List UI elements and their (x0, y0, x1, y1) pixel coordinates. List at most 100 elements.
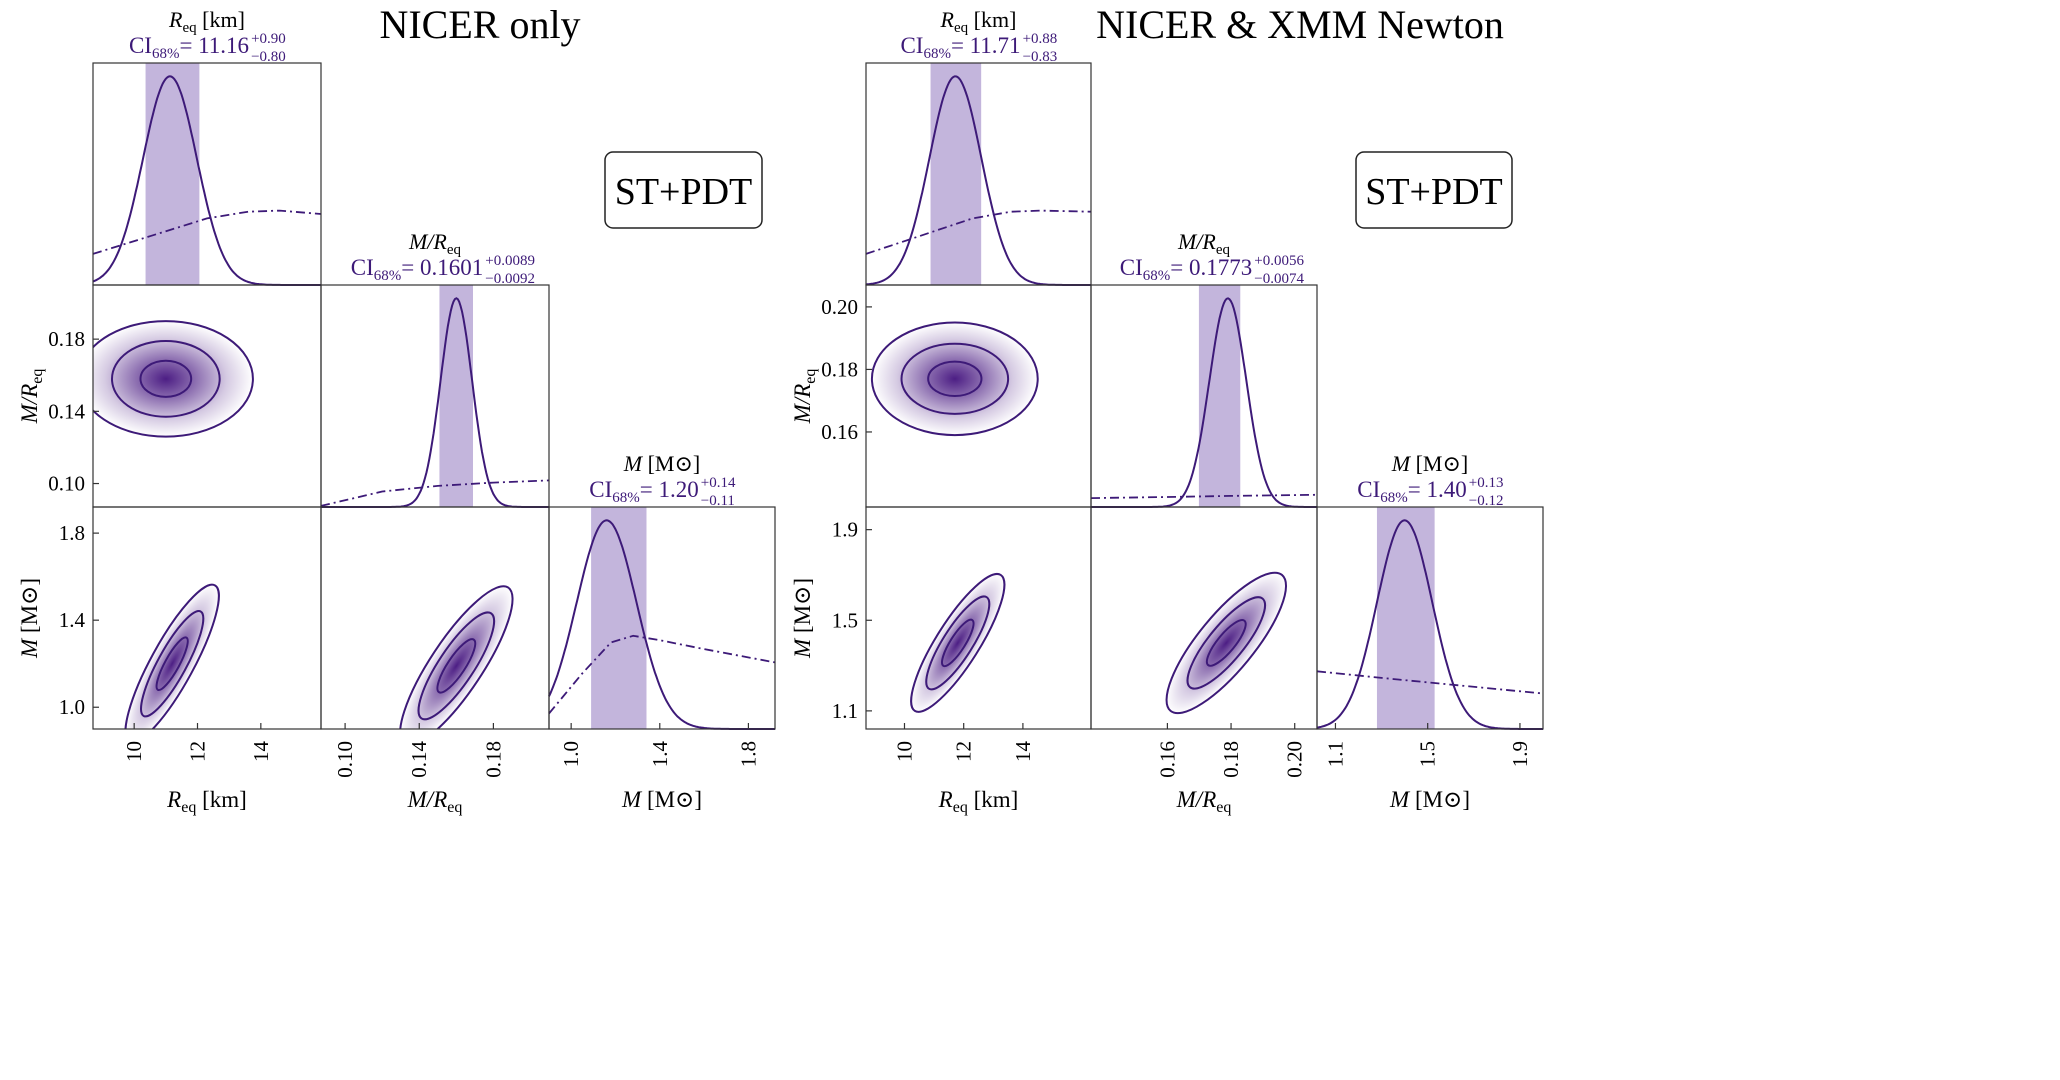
param-header-req: Req [km] (168, 7, 245, 36)
contour-level-2 (140, 610, 205, 718)
x-tick-label-req: 12 (952, 741, 976, 762)
joint-panel-compactness-mass (1090, 506, 1318, 730)
y-tick-label-compactness: 0.16 (821, 420, 858, 444)
x-tick-label-mass: 1.4 (648, 741, 672, 768)
marginal-frame-req (92, 62, 322, 286)
x-tick-label-mass: 1.1 (1323, 741, 1347, 767)
contour-level-1 (1205, 619, 1247, 667)
ci68-label-mass: CI68%= 1.40 (1357, 477, 1466, 506)
y-axis-label-mass: M [M⊙] (790, 578, 815, 659)
marginal-frame-compactness (320, 284, 550, 508)
y-tick-label-mass: 1.8 (59, 521, 85, 545)
contour-level-3 (870, 321, 1039, 437)
density-fill (1166, 572, 1287, 714)
x-tick-label-mass: 1.0 (559, 741, 583, 767)
posterior-curve-req (92, 75, 321, 286)
x-tick-label-req: 10 (122, 741, 146, 762)
y-tick-label-compactness: 0.18 (821, 357, 858, 381)
contour-level-2 (900, 342, 1010, 415)
ci68-label-req: CI68%= 11.16 (129, 33, 249, 62)
x-tick-label-mass: 1.5 (1416, 741, 1440, 767)
density-fill (871, 322, 1038, 436)
y-axis-label-mass: M [M⊙] (17, 578, 42, 659)
ci68-plus-req: +0.90 (251, 31, 286, 47)
contour-level-2 (417, 611, 496, 721)
prior-curve-req (865, 209, 1092, 255)
prior-curve-mass (1316, 670, 1544, 695)
marginal-panel-req: Req [km]CI68%= 11.71 +0.88 −0.83 (865, 7, 1092, 286)
joint-frame (320, 506, 550, 730)
contour-level-1 (941, 618, 975, 668)
ci68-label-mass: CI68%= 1.20 (589, 477, 698, 506)
x-tick-label-compactness: 0.18 (481, 741, 505, 778)
y-axis-label-compactness: M/Req (17, 369, 46, 425)
posterior-curve-mass (548, 519, 775, 730)
ci68-minus-mass: −0.11 (701, 493, 735, 509)
x-tick-label-req: 14 (1011, 741, 1035, 763)
marginal-panel-mass: M [M⊙]CI68%= 1.20 +0.14 −0.11 (548, 451, 776, 730)
joint-panel-req-compactness (92, 284, 322, 508)
ci68-band-req (145, 63, 200, 285)
model-badge-box (604, 151, 763, 229)
ci68-label-compactness: CI68%= 0.1773 (1120, 255, 1252, 284)
ci68-plus-mass: +0.14 (701, 475, 736, 491)
posterior-curve-compactness (321, 297, 549, 508)
x-axis-label-mass: M [M⊙] (1389, 787, 1470, 812)
y-tick-label-compactness: 0.10 (48, 472, 85, 496)
x-tick-label-compactness: 0.10 (333, 741, 357, 778)
ci68-band-req (930, 63, 982, 285)
contour-level-3 (1165, 571, 1288, 715)
joint-panel-req-compactness (865, 284, 1092, 508)
contour-level-1 (155, 636, 189, 692)
ci68-plus-req: +0.88 (1023, 31, 1058, 47)
ci68-plus-mass: +0.13 (1469, 475, 1504, 491)
x-tick-label-compactness: 0.16 (1155, 741, 1179, 778)
ci68-minus-compactness: −0.0092 (485, 271, 535, 287)
param-header-req: Req [km] (940, 7, 1017, 36)
x-tick-label-mass: 1.8 (736, 741, 760, 767)
ci68-band-compactness (439, 285, 473, 507)
ci68-plus-compactness: +0.0089 (485, 253, 535, 269)
marginal-panel-req: Req [km]CI68%= 11.16 +0.90 −0.80 (92, 7, 322, 286)
y-tick-label-mass: 1.5 (832, 608, 858, 632)
x-tick-label-compactness: 0.20 (1283, 741, 1307, 778)
density-fill (911, 573, 1005, 712)
contour-level-3 (93, 320, 254, 438)
figure-title: NICER only (379, 2, 580, 47)
x-axis-label-req: Req [km] (938, 787, 1019, 816)
ci68-minus-req: −0.83 (1023, 49, 1058, 65)
ci68-plus-compactness: +0.0056 (1254, 253, 1304, 269)
prior-curve-req (92, 209, 322, 255)
x-tick-label-req: 10 (892, 741, 916, 762)
contour-level-2 (1186, 596, 1267, 690)
y-tick-label-mass: 1.0 (59, 695, 85, 719)
y-tick-label-compactness: 0.20 (821, 295, 858, 319)
contour-level-3 (910, 572, 1006, 713)
x-tick-label-req: 12 (186, 741, 210, 762)
marginal-panel-mass: M [M⊙]CI68%= 1.40 +0.13 −0.12 (1316, 451, 1544, 730)
x-axis-label-compactness: M/Req (1176, 787, 1232, 816)
figure-title: NICER & XMM Newton (1096, 2, 1504, 47)
ci68-minus-compactness: −0.0074 (1254, 271, 1304, 287)
param-header-mass: M [M⊙] (1391, 451, 1468, 476)
y-tick-label-mass: 1.9 (832, 518, 858, 542)
x-axis-label-req: Req [km] (166, 787, 247, 816)
joint-panel-compactness-mass (320, 506, 550, 730)
x-tick-label-req: 14 (249, 741, 273, 763)
ci68-band-mass (591, 507, 647, 729)
ci68-label-compactness: CI68%= 0.1601 (351, 255, 483, 284)
contour-level-2 (111, 339, 221, 418)
param-header-compactness: M/Req (408, 229, 462, 258)
marginal-frame-mass (548, 506, 776, 730)
model-badge-box (1355, 151, 1513, 229)
prior-curve-mass (548, 634, 776, 715)
x-tick-label-mass: 1.9 (1508, 741, 1532, 767)
x-axis-label-mass: M [M⊙] (621, 787, 702, 812)
contour-level-2 (925, 595, 991, 691)
contour-level-3 (124, 583, 220, 729)
